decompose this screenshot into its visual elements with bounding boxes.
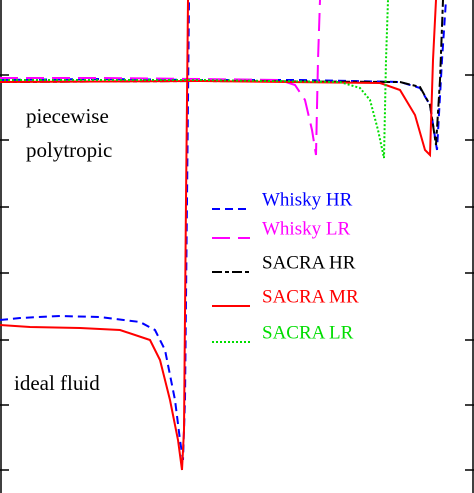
legend-label: SACRA HR (262, 252, 356, 273)
legend-label: SACRA LR (262, 322, 354, 343)
series-line (0, 0, 321, 156)
series-line (0, 0, 437, 471)
legend-label: Whisky LR (262, 218, 350, 239)
annotation: piecewise (26, 104, 109, 128)
annotation: polytropic (26, 138, 112, 162)
legend-label: Whisky HR (262, 189, 353, 210)
annotation: ideal fluid (14, 371, 100, 395)
series-line (0, 0, 389, 159)
legend-label: SACRA MR (262, 286, 359, 307)
